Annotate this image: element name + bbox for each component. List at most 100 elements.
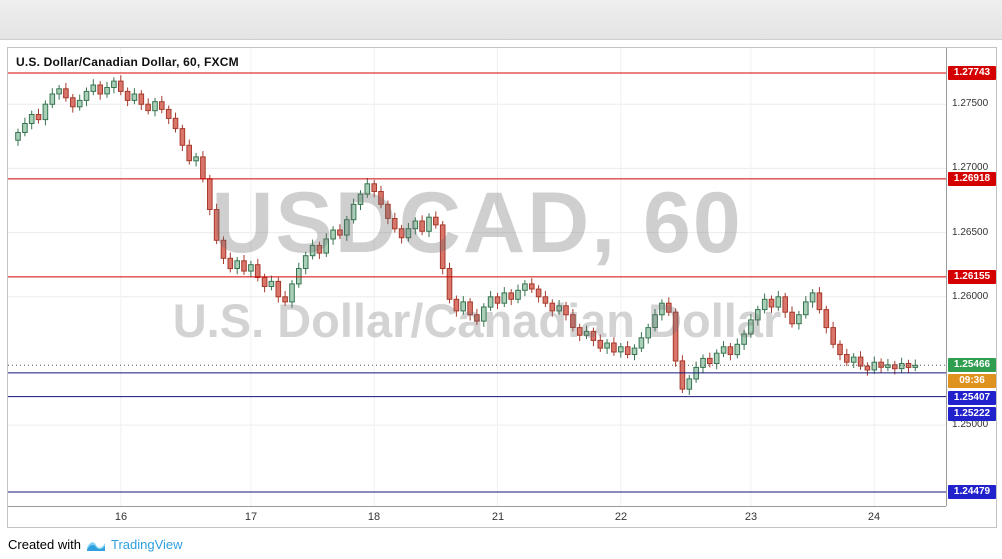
candle: [604, 339, 610, 354]
candle: [563, 301, 569, 321]
candle: [618, 343, 624, 358]
candle: [672, 308, 679, 367]
candle: [467, 298, 473, 321]
candle: [864, 362, 871, 376]
price-level-badge: 1.24479: [948, 485, 996, 499]
price-level-badge: 1.25407: [948, 391, 996, 405]
candle: [76, 94, 83, 111]
candle: [494, 292, 501, 309]
candle: [439, 221, 446, 275]
candle: [344, 215, 350, 241]
candle: [172, 112, 179, 133]
candle: [111, 77, 117, 94]
candle: [611, 337, 617, 356]
candle: [213, 203, 220, 245]
candle: [857, 351, 864, 370]
candle: [275, 277, 282, 303]
candle: [803, 296, 809, 319]
chart-panel: U.S. Dollar/Canadian Dollar, 60, FXCM US…: [7, 47, 997, 528]
candle: [748, 314, 754, 338]
candle: [412, 217, 419, 235]
candle: [576, 323, 583, 342]
price-level-badge: 1.25222: [948, 407, 996, 421]
time-axis-label: 21: [491, 511, 505, 523]
candle: [254, 258, 261, 282]
candle: [707, 352, 713, 368]
candle: [624, 341, 631, 359]
chart-legend[interactable]: U.S. Dollar/Canadian Dollar, 60, FXCM: [16, 55, 239, 69]
time-axis-label: 22: [614, 511, 628, 523]
candle: [241, 255, 247, 275]
candle: [118, 75, 124, 96]
candle: [631, 344, 638, 361]
candle: [597, 334, 604, 352]
candle: [652, 309, 658, 332]
candle: [816, 287, 823, 314]
candle: [159, 95, 165, 114]
countdown-time-badge: 09:36: [948, 374, 996, 388]
candle: [63, 83, 69, 102]
candle: [761, 293, 768, 314]
candle: [666, 297, 672, 316]
candle: [97, 81, 104, 100]
candle: [152, 97, 158, 117]
candle: [871, 356, 878, 374]
candle: [227, 252, 234, 273]
candle: [481, 303, 487, 327]
candle: [193, 153, 199, 167]
candle: [289, 280, 295, 308]
candle: [405, 223, 412, 242]
tradingview-link[interactable]: TradingView: [110, 536, 183, 552]
candle: [28, 110, 35, 130]
plot-area[interactable]: USDCAD, 60 U.S. Dollar/Canadian Dollar: [8, 48, 946, 506]
candle: [124, 87, 131, 107]
candle: [234, 257, 240, 275]
chart-watermark-symbol: USDCAD, 60: [211, 175, 743, 271]
time-axis-label: 16: [114, 511, 128, 523]
candle: [898, 357, 905, 373]
time-axis-label: 24: [867, 511, 881, 523]
candle: [556, 300, 563, 315]
candle: [350, 198, 357, 224]
candle: [330, 226, 336, 245]
candle: [357, 190, 364, 211]
candle: [713, 349, 720, 370]
created-with-label: Created with: [8, 536, 81, 552]
candle: [727, 343, 734, 361]
candle: [282, 291, 288, 306]
price-axis-label: 1.27000: [952, 162, 989, 173]
candle: [453, 295, 460, 317]
price-level-badge: 1.26918: [948, 172, 996, 186]
candle: [309, 239, 316, 260]
candle: [700, 354, 706, 374]
candle: [789, 306, 795, 328]
candle: [391, 212, 398, 233]
candle: [782, 292, 789, 318]
candle: [570, 309, 576, 332]
candle: [830, 321, 837, 349]
candle: [693, 361, 700, 383]
candle: [720, 341, 727, 358]
time-axis-label: 17: [244, 511, 258, 523]
candle: [542, 291, 549, 307]
candle: [70, 94, 76, 113]
candle: [248, 260, 254, 277]
chart-watermark-name: U.S. Dollar/Canadian Dollar: [172, 294, 782, 347]
candle: [522, 280, 528, 297]
candle: [426, 213, 432, 238]
candle: [686, 375, 693, 395]
candle: [296, 262, 302, 288]
price-axis[interactable]: 1.27500 1.27000 1.26500 1.26000 1.25000 1.254…: [946, 48, 996, 506]
candle: [22, 117, 28, 137]
candle: [583, 325, 590, 340]
time-axis-label: 18: [367, 511, 381, 523]
time-axis[interactable]: 16 17 18 21 22 23 24: [8, 506, 946, 527]
candlestick-plot[interactable]: [8, 48, 946, 506]
candle: [138, 90, 145, 110]
candle: [35, 108, 42, 124]
candle: [768, 295, 775, 313]
candle: [15, 128, 21, 146]
candle: [645, 323, 652, 344]
candle: [90, 79, 97, 96]
candle: [912, 359, 919, 372]
